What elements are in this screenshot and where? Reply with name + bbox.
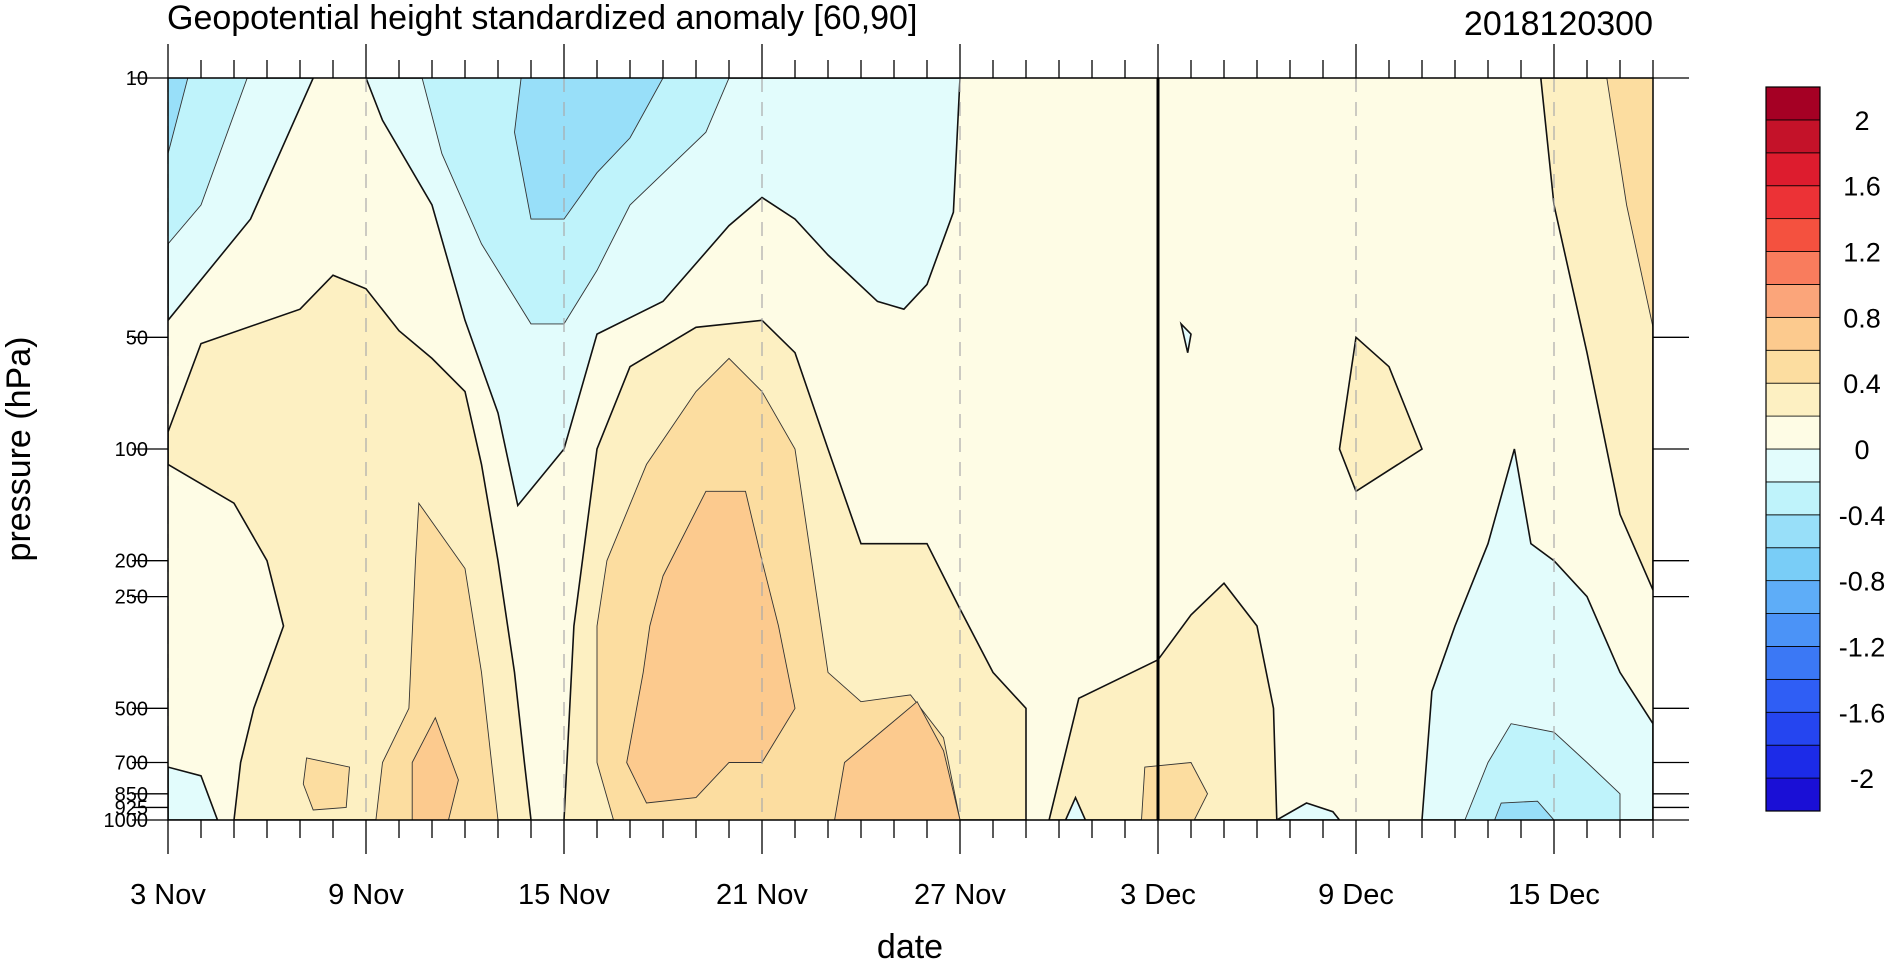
- colorbar-tick-label: 1.2: [1843, 238, 1881, 268]
- colorbar-swatch: [1765, 481, 1821, 516]
- contour-region: [1494, 800, 1555, 820]
- colorbar-tick-label: 1.6: [1843, 172, 1881, 202]
- y-tick-label: 200: [115, 551, 148, 573]
- colorbar-frame: [1765, 86, 1821, 812]
- y-tick-label: 700: [115, 753, 148, 775]
- colorbar-tick-label: -2: [1850, 764, 1874, 794]
- contour-region: [834, 701, 961, 820]
- x-tick-label: 15 Nov: [518, 879, 610, 911]
- x-tick-label: 21 Nov: [716, 879, 808, 911]
- colorbar-tick-label: -0.8: [1839, 567, 1886, 597]
- x-tick-label: 3 Dec: [1120, 879, 1196, 911]
- y-tick-label: 100: [115, 439, 148, 461]
- colorbar-tick-label: 0: [1854, 435, 1869, 465]
- colorbar-tick-label: 2: [1854, 106, 1869, 136]
- colorbar-tick-label: -1.2: [1839, 632, 1886, 662]
- colorbar-swatch: [1765, 580, 1821, 614]
- colorbar-swatch: [1765, 514, 1821, 549]
- contour-region: [375, 501, 499, 820]
- contour-region: [1064, 795, 1087, 820]
- x-tick-label: 9 Nov: [328, 879, 404, 911]
- contour-region: [168, 766, 219, 820]
- x-axis: 3 Nov 9 Nov 15 Nov 21 Nov 27 Nov 3 Dec 9 Dec 15…: [130, 44, 1654, 911]
- colorbar: 2 1.6 1.2 0.8 0.4 0 -0.4 -0.8 -1.2 -1.6 -2: [1765, 86, 1886, 812]
- y-tick-label: 850: [115, 784, 148, 806]
- colorbar-swatch: [1765, 251, 1821, 285]
- y-tick-label: 10: [126, 68, 148, 90]
- colorbar-swatch: [1765, 86, 1821, 121]
- x-tick-label: 15 Dec: [1508, 879, 1600, 911]
- x-tick-label: 9 Dec: [1318, 879, 1394, 911]
- colorbar-swatch: [1765, 349, 1821, 384]
- colorbar-swatch: [1765, 185, 1821, 220]
- y-tick-label: 1000: [104, 810, 149, 832]
- colorbar-swatch: [1765, 382, 1821, 417]
- x-tick-label: 3 Nov: [130, 879, 206, 911]
- contour-region: [1606, 78, 1653, 328]
- contour-region: [1338, 335, 1423, 493]
- x-axis-label: date: [877, 928, 943, 963]
- colorbar-swatch: [1765, 777, 1821, 812]
- colorbar-tick-label: -1.6: [1839, 698, 1886, 728]
- contour-region: [1539, 78, 1653, 591]
- contour-region: [514, 78, 664, 220]
- colorbar-tick-label: 0.8: [1843, 303, 1881, 333]
- contour-fills: [168, 78, 1653, 820]
- chart-date-stamp: 2018120300: [1464, 5, 1653, 43]
- contour-region: [302, 757, 350, 811]
- colorbar-swatch: [1765, 119, 1821, 154]
- contour-region: [1464, 723, 1621, 820]
- colorbar-swatch: [1765, 744, 1821, 779]
- colorbar-tick-label: -0.4: [1839, 501, 1886, 531]
- y-tick-label: 500: [115, 698, 148, 720]
- chart-title: Geopotential height standardized anomaly…: [167, 0, 917, 37]
- x-tick-label: 27 Nov: [914, 879, 1006, 911]
- contour-region: [168, 78, 189, 154]
- y-tick-label: 50: [126, 327, 148, 349]
- colorbar-swatch: [1765, 711, 1821, 746]
- contour-region: [1179, 321, 1192, 353]
- y-tick-label: 250: [115, 587, 148, 609]
- colorbar-swatch: [1765, 152, 1821, 187]
- colorbar-swatch: [1765, 316, 1821, 351]
- colorbar-swatch: [1765, 284, 1821, 318]
- contour-region: [1048, 582, 1278, 820]
- y-tick-label: 925: [115, 797, 148, 819]
- contour-region: [1421, 448, 1653, 820]
- colorbar-swatch: [1765, 547, 1821, 582]
- colorbar-swatch: [1765, 678, 1821, 713]
- colorbar-tick-label: 0.4: [1843, 369, 1881, 399]
- colorbar-swatch: [1765, 448, 1821, 483]
- colorbar-swatch: [1765, 415, 1821, 450]
- contour-region: [626, 490, 796, 804]
- y-axis-label: pressure (hPa): [0, 337, 38, 562]
- colorbar-swatch: [1765, 218, 1821, 252]
- contour-region: [1275, 802, 1341, 820]
- contour-region: [411, 716, 459, 820]
- contour-region: [168, 78, 248, 245]
- plot-area: [167, 77, 1654, 821]
- colorbar-swatch: [1765, 646, 1821, 680]
- colorbar-swatch: [1765, 613, 1821, 647]
